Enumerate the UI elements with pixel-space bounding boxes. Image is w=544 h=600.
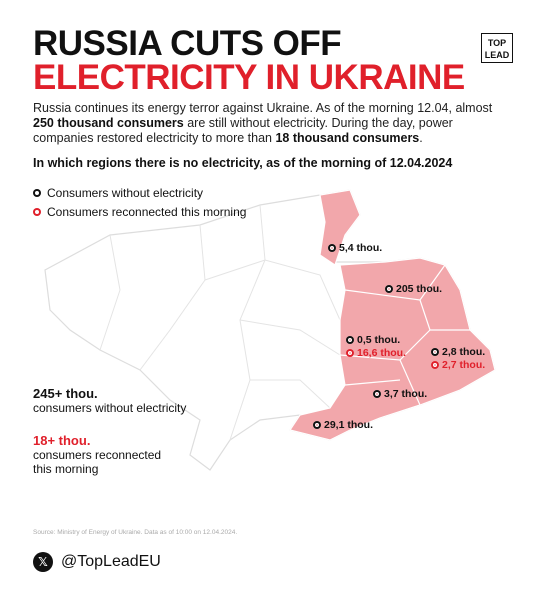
title-line2: ELECTRICITY IN UKRAINE xyxy=(33,58,465,97)
map-label-text: 205 thou. xyxy=(396,283,443,295)
legend-item: Consumers reconnected this morning xyxy=(33,205,246,219)
intro-text: . xyxy=(419,131,423,145)
logo-text: TOP xyxy=(487,38,507,48)
intro-bold: 250 thousand consumers xyxy=(33,116,184,130)
legend-text: Consumers reconnected this morning xyxy=(47,205,247,219)
map-label: 16,6 thou. xyxy=(346,347,406,359)
intro-text: Russia continues its energy terror again… xyxy=(33,101,493,115)
summary-value: 245+ thou. xyxy=(33,386,98,401)
handle: 𝕏 @TopLeadEU xyxy=(33,552,161,572)
title-line1: RUSSIA CUTS OFF xyxy=(33,24,342,63)
region-borders xyxy=(339,264,470,406)
map-label: 0,5 thou. xyxy=(346,334,400,346)
summary-text: consumers reconnected this morning xyxy=(33,448,162,476)
map-label-text: 16,6 thou. xyxy=(357,347,407,359)
map-icon xyxy=(346,336,354,344)
x-icon: 𝕏 xyxy=(33,552,53,572)
summary-value: 18+ thou. xyxy=(33,433,91,448)
region-borders xyxy=(99,204,341,441)
map-label: 5,4 thou. xyxy=(328,242,382,254)
map-label-text: 5,4 thou. xyxy=(339,242,383,254)
map-label-text: 29,1 thou. xyxy=(324,419,374,431)
map-icon xyxy=(346,349,354,357)
map-icon xyxy=(385,285,393,293)
map-label: 205 thou. xyxy=(385,283,442,295)
map-label: 3,7 thou. xyxy=(373,388,427,400)
map-label: 2,7 thou. xyxy=(431,359,485,371)
map-icon xyxy=(373,390,381,398)
map-label-text: 3,7 thou. xyxy=(384,388,428,400)
map xyxy=(44,189,496,471)
logo: TOP LEAD xyxy=(481,33,513,63)
handle-text: @TopLeadEU xyxy=(61,553,161,570)
intro-bold: 18 thousand consumers xyxy=(275,131,420,145)
map-icon xyxy=(431,361,439,369)
region-affected xyxy=(289,257,496,441)
map-icon xyxy=(313,421,321,429)
map-label-text: 2,8 thou. xyxy=(442,346,486,358)
logo-text: LEAD xyxy=(484,50,510,60)
legend-icon xyxy=(33,189,41,197)
intro: Russia continues its energy terror again… xyxy=(33,101,493,146)
legend-text: Consumers without electricity xyxy=(47,186,204,200)
map-label-text: 0,5 thou. xyxy=(357,334,401,346)
map-icon xyxy=(328,244,336,252)
region-affected xyxy=(319,189,361,266)
intro-text: are still without electricity. During th… xyxy=(33,116,453,145)
map-icon xyxy=(431,348,439,356)
map-label: 29,1 thou. xyxy=(313,419,373,431)
legend-icon xyxy=(33,208,41,216)
summary-text: consumers without electricity xyxy=(33,401,187,415)
source: Source: Ministry of Energy of Ukraine. D… xyxy=(33,529,238,536)
map-label-text: 2,7 thou. xyxy=(442,359,486,371)
legend-item: Consumers without electricity xyxy=(33,186,203,200)
subtitle: In which regions there is no electricity… xyxy=(33,156,453,170)
map-label: 2,8 thou. xyxy=(431,346,485,358)
